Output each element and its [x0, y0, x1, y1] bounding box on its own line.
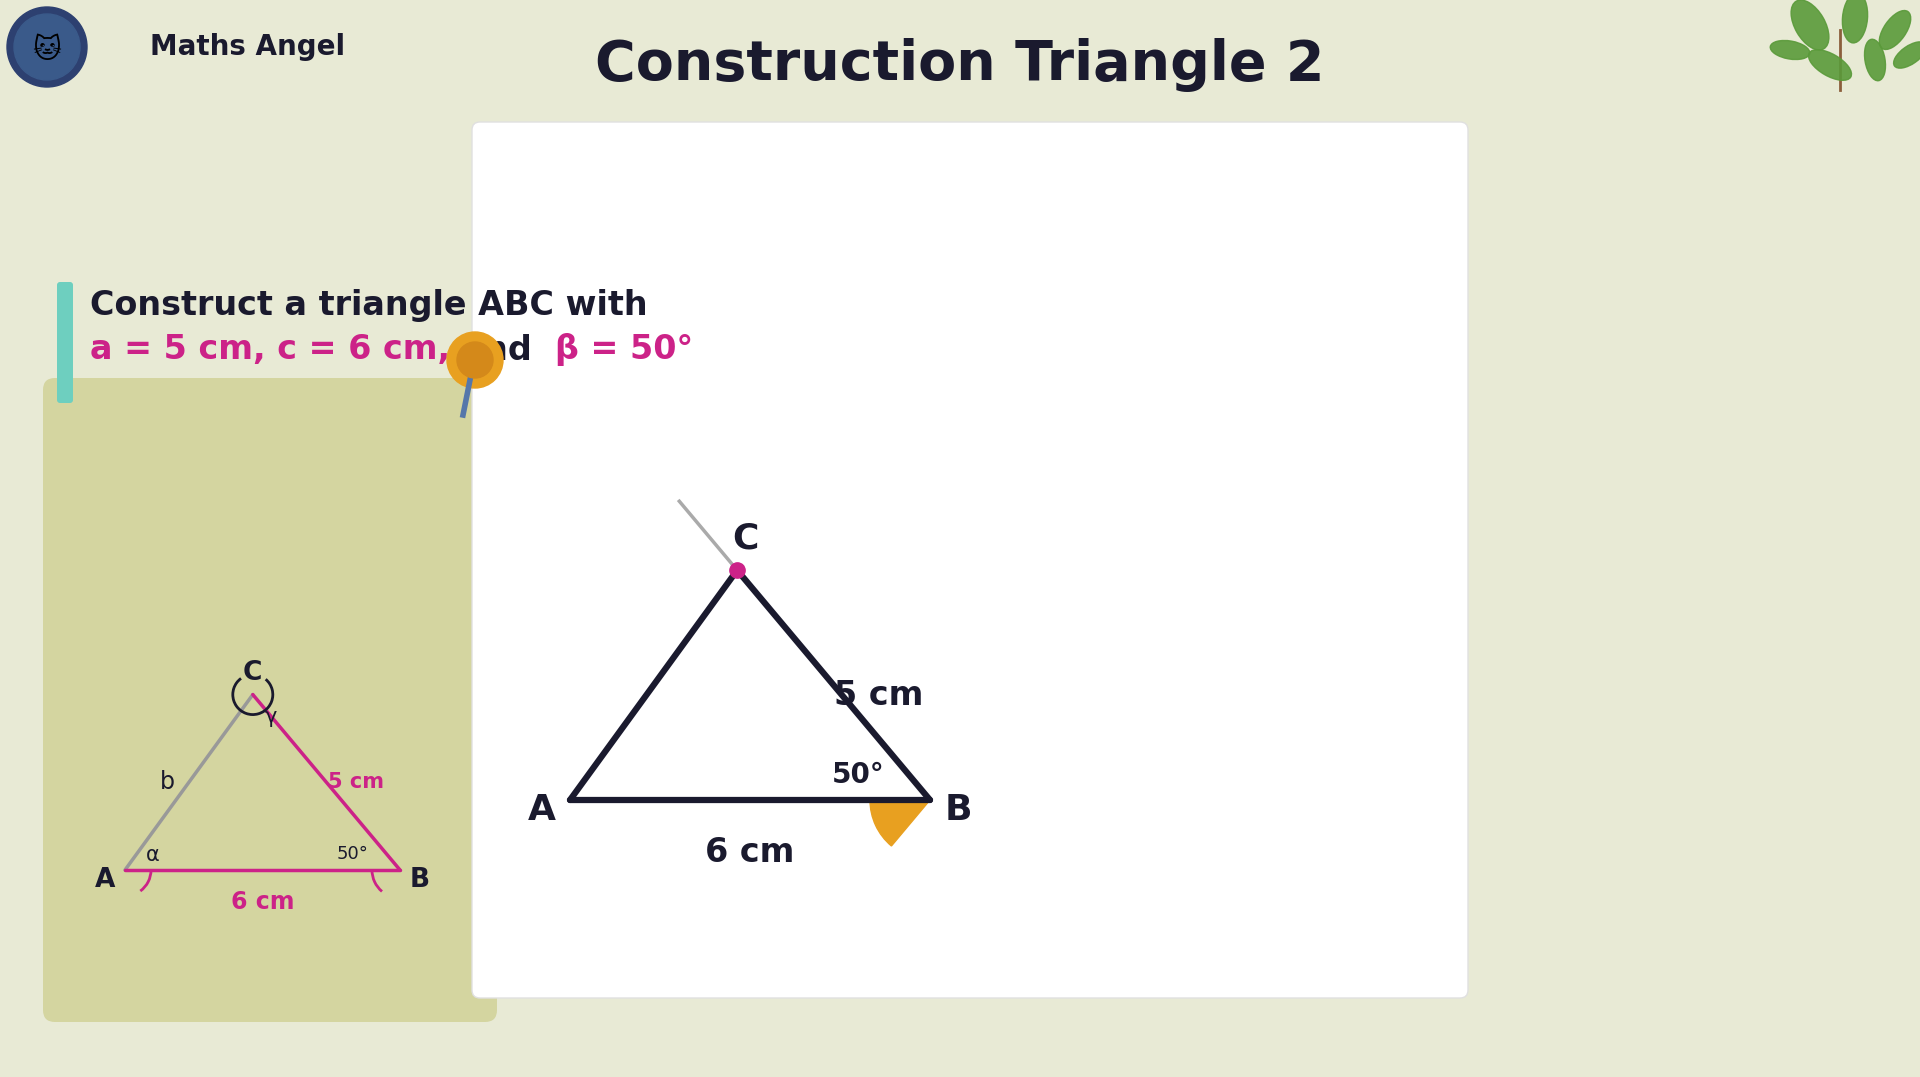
Circle shape — [457, 342, 493, 378]
Text: and: and — [449, 334, 555, 366]
Text: B: B — [411, 867, 430, 893]
Circle shape — [8, 6, 86, 87]
FancyBboxPatch shape — [42, 378, 497, 1022]
Ellipse shape — [1880, 11, 1910, 50]
Text: C: C — [244, 659, 263, 686]
Text: γ: γ — [265, 707, 276, 727]
Text: b: b — [159, 770, 175, 795]
FancyBboxPatch shape — [58, 282, 73, 403]
Ellipse shape — [1791, 0, 1830, 50]
Text: 5 cm: 5 cm — [833, 679, 924, 712]
Text: Construction Triangle 2: Construction Triangle 2 — [595, 38, 1325, 92]
Ellipse shape — [1770, 41, 1811, 59]
Text: B: B — [945, 793, 972, 827]
Text: Construct a triangle ABC with: Construct a triangle ABC with — [90, 289, 647, 322]
Text: 50°: 50° — [831, 761, 885, 789]
Text: 6 cm: 6 cm — [705, 836, 795, 868]
Text: α: α — [146, 845, 159, 865]
Text: a = 5 cm, c = 6 cm,: a = 5 cm, c = 6 cm, — [90, 334, 449, 366]
Text: 5 cm: 5 cm — [328, 772, 384, 793]
Ellipse shape — [1843, 0, 1868, 43]
Circle shape — [13, 14, 81, 80]
Circle shape — [447, 332, 503, 388]
Text: A: A — [94, 867, 115, 893]
Text: C: C — [732, 521, 758, 555]
Ellipse shape — [1864, 39, 1885, 81]
Text: 6 cm: 6 cm — [230, 890, 294, 914]
Ellipse shape — [1893, 42, 1920, 68]
Wedge shape — [870, 800, 929, 845]
Text: A: A — [528, 793, 557, 827]
Text: 🐱: 🐱 — [33, 36, 61, 64]
Ellipse shape — [1809, 50, 1851, 81]
Text: β = 50°: β = 50° — [555, 334, 693, 366]
Text: Maths Angel: Maths Angel — [150, 33, 346, 61]
FancyBboxPatch shape — [472, 122, 1469, 998]
Text: 50°: 50° — [336, 845, 369, 863]
